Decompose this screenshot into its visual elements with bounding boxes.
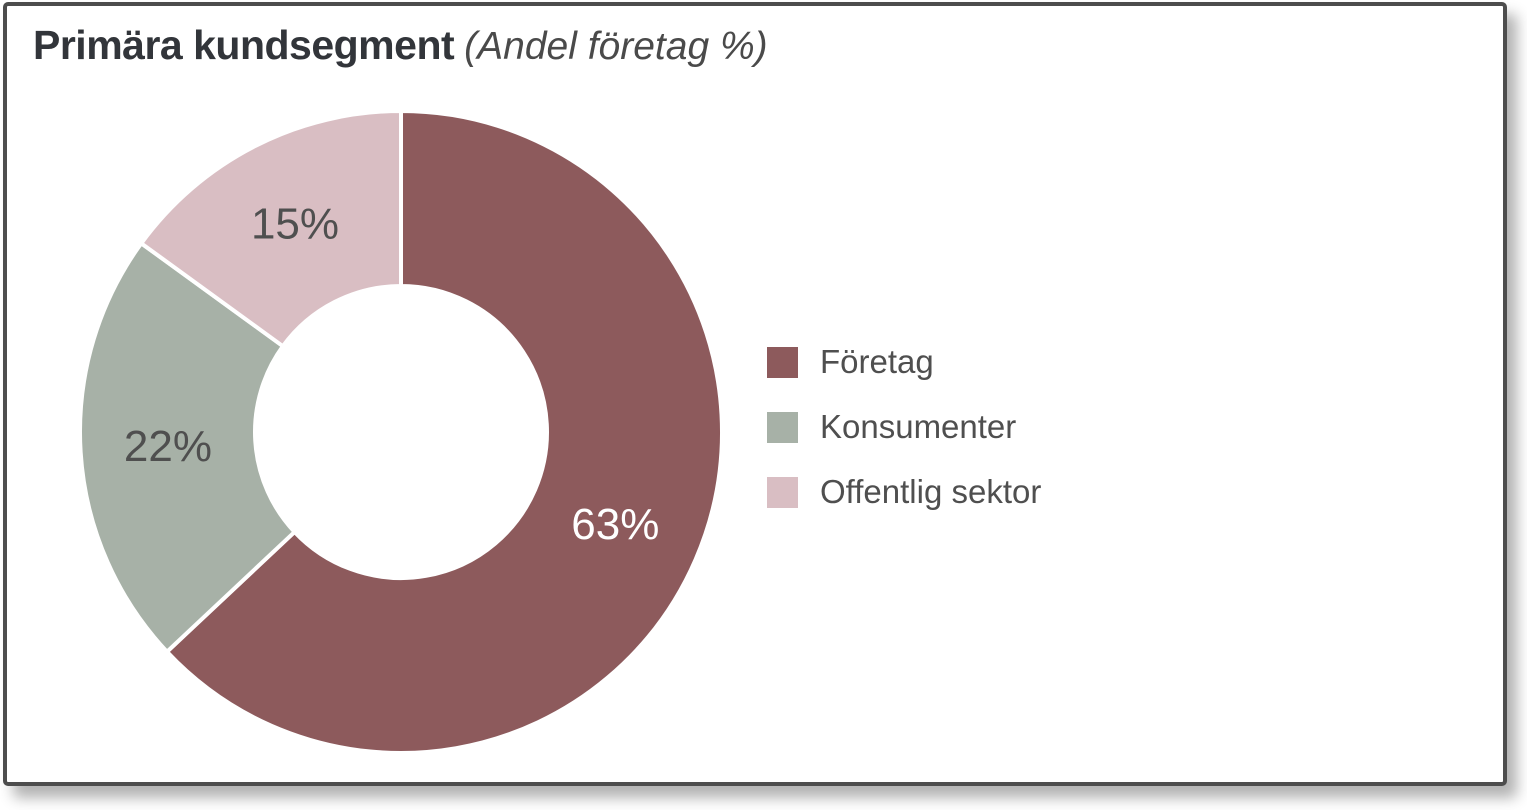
donut-segment-företag [165,109,724,755]
legend-swatch [767,476,798,508]
donut-segment-konsumenter [78,241,297,654]
chart-legend: Företag Konsumenter Offentlig sektor [767,344,1041,510]
chart-subtitle: (Andel företag %) [464,25,768,68]
slice-label-offentlig-sektor: 15% [251,199,339,248]
legend-label: Offentlig sektor [820,473,1042,510]
chart-header: Primära kundsegment (Andel företag %) [33,22,768,69]
slice-label-konsumenter: 22% [124,422,212,471]
legend-label: Konsumenter [820,408,1017,445]
legend-swatch [767,411,798,443]
donut-segment-offentlig-sektor [139,109,403,349]
legend-label: Företag [820,343,934,380]
chart-card: Primära kundsegment (Andel företag %) 63%… [3,2,1507,786]
legend-item-konsumenter: Konsumenter [767,409,1041,445]
donut-chart: 63% 22% 15% [61,92,741,772]
slice-label-företag: 63% [571,500,659,549]
chart-title: Primära kundsegment [33,22,455,68]
legend-item-företag: Företag [767,344,1041,380]
donut-chart-svg: 63% 22% 15% [78,109,724,755]
legend-swatch [767,346,798,378]
legend-item-offentlig-sektor: Offentlig sektor [767,474,1041,510]
